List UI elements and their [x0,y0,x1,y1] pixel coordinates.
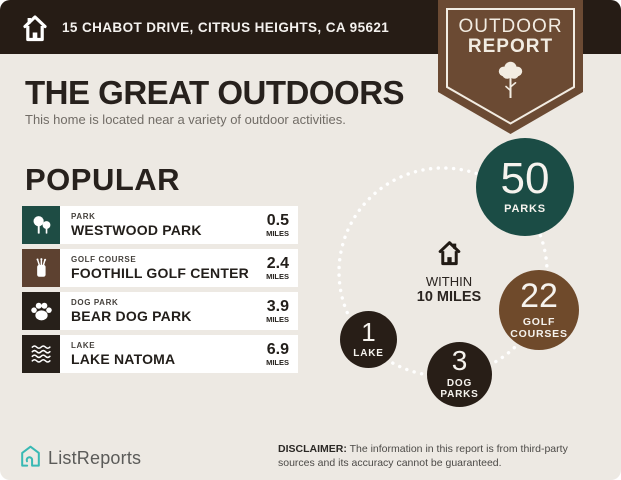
paw-icon [22,292,60,330]
dog-parks-label: DOG PARKS [440,377,479,401]
item-category: PARK [71,212,96,221]
lake-count: 1 [361,316,376,347]
item-unit: MILES [266,314,289,324]
list-item-park: PARK WESTWOOD PARK 0.5 MILES [22,206,298,244]
bubble-parks: 50 PARKS [476,138,574,236]
disclaimer: DISCLAIMER: The information in this repo… [278,443,600,470]
listreports-logo: ListReports [20,444,141,473]
lake-label: LAKE [353,347,384,359]
item-unit: MILES [266,357,289,367]
home-icon [22,12,48,47]
item-name: LAKE NATOMA [71,351,176,367]
item-distance: 2.4 [266,254,289,272]
bubble-dog-parks: 3 DOG PARKS [427,342,492,407]
item-category: GOLF COURSE [71,255,137,264]
badge-line2: REPORT [467,36,554,57]
item-category: LAKE [71,341,96,350]
item-unit: MILES [266,228,289,238]
badge-line1: OUTDOOR [458,16,563,37]
waves-icon [22,335,60,373]
item-unit: MILES [266,271,289,281]
golf-label: GOLF COURSES [510,315,568,340]
property-address: 15 CHABOT DRIVE, CITRUS HEIGHTS, CA 9562… [62,19,390,35]
item-name: WESTWOOD PARK [71,222,202,238]
disclaimer-label: DISCLAIMER: [278,443,347,455]
parks-label: PARKS [504,203,546,216]
brand-name: ListReports [48,448,142,468]
page-subtitle: This home is located near a variety of o… [25,112,346,127]
within-label: WITHIN [425,274,473,289]
disclaimer-text: The information in this report is from t… [278,443,568,469]
popular-list: PARK WESTWOOD PARK 0.5 MILES [22,206,298,373]
house-icon [437,241,462,270]
page-title: THE GREAT OUTDOORS [25,74,405,111]
trees-icon [22,206,60,244]
item-name: BEAR DOG PARK [71,308,192,324]
item-category: DOG PARK [71,298,119,307]
list-item-dog-park: DOG PARK BEAR DOG PARK 3.9 MILES [22,292,298,330]
item-distance: 6.9 [266,340,289,358]
bubble-golf-courses: 22 GOLF COURSES [499,270,579,350]
dog-parks-count: 3 [451,345,468,377]
tree-icon [495,59,526,108]
bubble-lake: 1 LAKE [340,311,397,368]
item-distance: 3.9 [266,297,289,315]
outdoor-report-badge: OUTDOOR REPORT [438,0,583,134]
listreports-logo-icon [20,444,41,473]
miles-label: 10 MILES [416,289,482,305]
radius-center: WITHIN 10 MILES [389,238,509,305]
list-item-golf-course: GOLF COURSE FOOTHILL GOLF CENTER 2.4 MIL… [22,249,298,287]
golf-bag-icon [22,249,60,287]
parks-count: 50 [500,154,550,204]
list-item-lake: LAKE LAKE NATOMA 6.9 MILES [22,335,298,373]
item-distance: 0.5 [266,211,289,229]
popular-heading: POPULAR [25,162,181,197]
item-name: FOOTHILL GOLF CENTER [71,265,249,281]
golf-count: 22 [520,277,558,316]
